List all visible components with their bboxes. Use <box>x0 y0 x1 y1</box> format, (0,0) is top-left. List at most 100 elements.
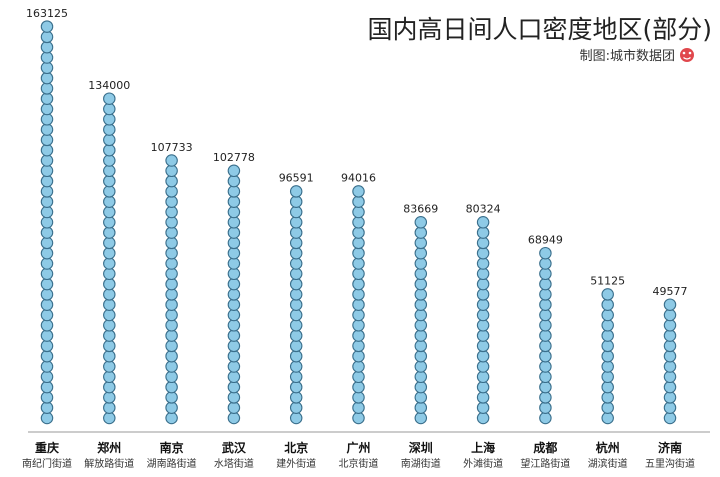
data-point <box>227 195 241 208</box>
data-point <box>414 257 428 270</box>
data-point <box>103 308 116 322</box>
data-point <box>289 226 303 239</box>
data-point <box>40 143 54 157</box>
data-point <box>289 298 303 311</box>
data-point <box>476 329 490 342</box>
data-column <box>601 288 614 425</box>
data-point <box>539 277 552 291</box>
data-point <box>165 246 178 260</box>
data-column <box>40 20 54 425</box>
data-column <box>103 92 116 425</box>
data-point <box>165 360 178 373</box>
data-point <box>601 339 614 353</box>
data-point <box>289 185 303 198</box>
data-point <box>227 216 241 229</box>
data-column <box>289 185 303 425</box>
data-point <box>352 411 365 425</box>
data-point <box>352 329 365 342</box>
data-point <box>539 380 552 394</box>
data-point <box>289 411 303 425</box>
data-point <box>352 185 365 198</box>
data-point <box>663 360 677 373</box>
data-point <box>663 370 677 384</box>
data-point <box>476 401 490 414</box>
category-label: 郑州 <box>97 440 121 455</box>
data-point <box>476 277 490 291</box>
district-label: 北京街道 <box>339 457 379 470</box>
data-point <box>539 267 552 281</box>
data-point <box>352 391 365 404</box>
data-point <box>103 154 116 167</box>
data-point <box>289 401 303 414</box>
data-point <box>539 257 552 270</box>
data-point <box>352 370 365 384</box>
data-point <box>227 226 241 239</box>
data-point <box>103 391 116 404</box>
data-point <box>165 319 178 332</box>
data-point <box>289 370 303 384</box>
data-point <box>289 288 303 301</box>
data-point <box>165 411 178 425</box>
data-point <box>103 349 116 363</box>
data-point <box>227 164 241 178</box>
data-point <box>414 329 428 342</box>
category-label: 杭州 <box>596 440 620 455</box>
data-point <box>103 236 116 250</box>
data-point <box>227 349 241 363</box>
data-point <box>227 391 241 404</box>
data-point <box>476 298 490 311</box>
data-point <box>40 154 54 167</box>
data-point <box>40 61 54 75</box>
data-point <box>227 185 241 198</box>
data-point <box>227 298 241 311</box>
data-point <box>165 339 178 353</box>
data-point <box>40 226 54 239</box>
data-point <box>103 339 116 353</box>
value-label: 94016 <box>341 172 376 185</box>
district-label: 外滩街道 <box>463 457 503 470</box>
data-point <box>289 308 303 322</box>
data-point <box>601 360 614 373</box>
category-label: 济南 <box>658 440 682 455</box>
data-column <box>227 164 241 425</box>
data-column <box>165 154 178 425</box>
data-point <box>103 298 116 311</box>
data-point <box>539 370 552 384</box>
data-point <box>40 113 54 126</box>
data-point <box>40 195 54 208</box>
data-point <box>40 319 54 332</box>
data-point <box>40 205 54 219</box>
value-label: 49577 <box>653 285 688 298</box>
data-point <box>352 380 365 394</box>
data-point <box>601 411 614 425</box>
data-point <box>165 329 178 342</box>
data-point <box>40 257 54 270</box>
data-point <box>663 308 677 322</box>
data-point <box>663 329 677 342</box>
data-point <box>103 113 116 126</box>
data-point <box>40 370 54 384</box>
data-point <box>165 257 178 270</box>
data-point <box>165 349 178 363</box>
district-label: 湖南路街道 <box>147 457 197 470</box>
data-point <box>103 277 116 291</box>
data-point <box>601 298 614 311</box>
data-point <box>227 308 241 322</box>
data-point <box>103 401 116 414</box>
data-point <box>289 195 303 208</box>
data-point <box>476 319 490 332</box>
value-label: 134000 <box>88 79 130 92</box>
data-point <box>352 339 365 353</box>
data-point <box>40 40 54 54</box>
data-point <box>40 298 54 311</box>
data-point <box>165 370 178 384</box>
data-point <box>539 308 552 322</box>
data-point <box>476 246 490 260</box>
data-point <box>165 298 178 311</box>
data-point <box>352 298 365 311</box>
data-point <box>40 51 54 64</box>
data-point <box>352 319 365 332</box>
data-point <box>40 216 54 229</box>
data-point <box>289 236 303 250</box>
